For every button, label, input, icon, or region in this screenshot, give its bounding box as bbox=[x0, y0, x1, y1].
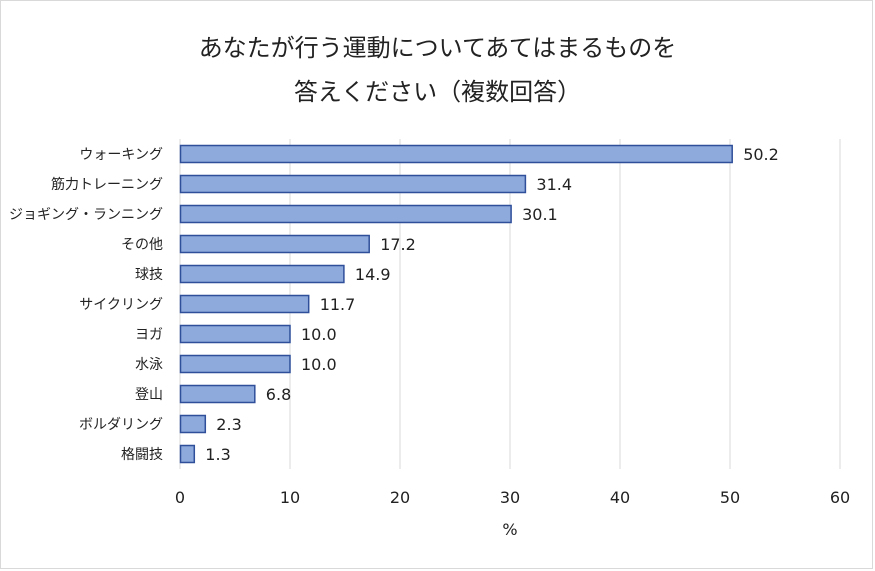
bar bbox=[179, 444, 196, 464]
category-label: 筋力トレーニング bbox=[51, 176, 163, 193]
bar bbox=[179, 324, 291, 344]
value-label: 10.0 bbox=[301, 355, 337, 374]
category-label: 登山 bbox=[135, 387, 163, 403]
category-label: 格闘技 bbox=[121, 447, 163, 463]
x-axis-title: % bbox=[502, 520, 517, 539]
category-label: ウォーキング bbox=[79, 147, 163, 163]
x-tick-label: 10 bbox=[280, 488, 300, 507]
bar bbox=[179, 174, 527, 194]
category-label: ヨガ bbox=[135, 327, 163, 343]
bar bbox=[179, 414, 207, 434]
category-label: 球技 bbox=[135, 267, 163, 283]
value-label: 10.0 bbox=[301, 325, 337, 344]
bar bbox=[179, 264, 345, 284]
value-label: 11.7 bbox=[320, 295, 356, 314]
gridlines bbox=[179, 139, 841, 469]
value-label: 1.3 bbox=[205, 445, 230, 464]
category-label: サイクリング bbox=[79, 297, 163, 313]
bar bbox=[179, 294, 310, 314]
chart-title-line-2: 答えください（複数回答） bbox=[293, 78, 582, 106]
x-tick-label: 50 bbox=[720, 488, 740, 507]
category-label: その他 bbox=[121, 237, 163, 253]
x-tick-label: 60 bbox=[830, 488, 850, 507]
value-label: 30.1 bbox=[522, 205, 558, 224]
value-labels: 50.2 31.4 30.1 17.2 14.9 11.7 10.0 10.0 6.8 2.3 1.… bbox=[205, 145, 779, 464]
bar bbox=[179, 204, 512, 224]
bars bbox=[179, 144, 733, 464]
x-tick-label: 20 bbox=[390, 488, 410, 507]
bar bbox=[179, 354, 291, 374]
value-label: 6.8 bbox=[266, 385, 291, 404]
value-label: 31.4 bbox=[536, 175, 572, 194]
x-tick-label: 0 bbox=[175, 488, 185, 507]
value-label: 50.2 bbox=[743, 145, 779, 164]
bar bbox=[179, 144, 733, 164]
value-label: 2.3 bbox=[216, 415, 241, 434]
category-label: ボルダリング bbox=[79, 417, 163, 433]
value-label: 17.2 bbox=[380, 235, 416, 254]
x-tick-label: 30 bbox=[500, 488, 520, 507]
category-labels: ウォーキング筋力トレーニングジョギング・ランニングその他球技サイクリングヨガ水泳… bbox=[9, 147, 163, 463]
x-tick-label: 40 bbox=[610, 488, 630, 507]
value-label: 14.9 bbox=[355, 265, 391, 284]
category-label: ジョギング・ランニング bbox=[9, 207, 163, 223]
category-label: 水泳 bbox=[135, 357, 163, 373]
bar bbox=[179, 234, 370, 254]
chart-title-line-1: あなたが行う運動についてあてはまるものを bbox=[198, 34, 677, 62]
x-tick-labels: 0 10 20 30 40 50 60 bbox=[175, 488, 850, 507]
bar bbox=[179, 384, 256, 404]
